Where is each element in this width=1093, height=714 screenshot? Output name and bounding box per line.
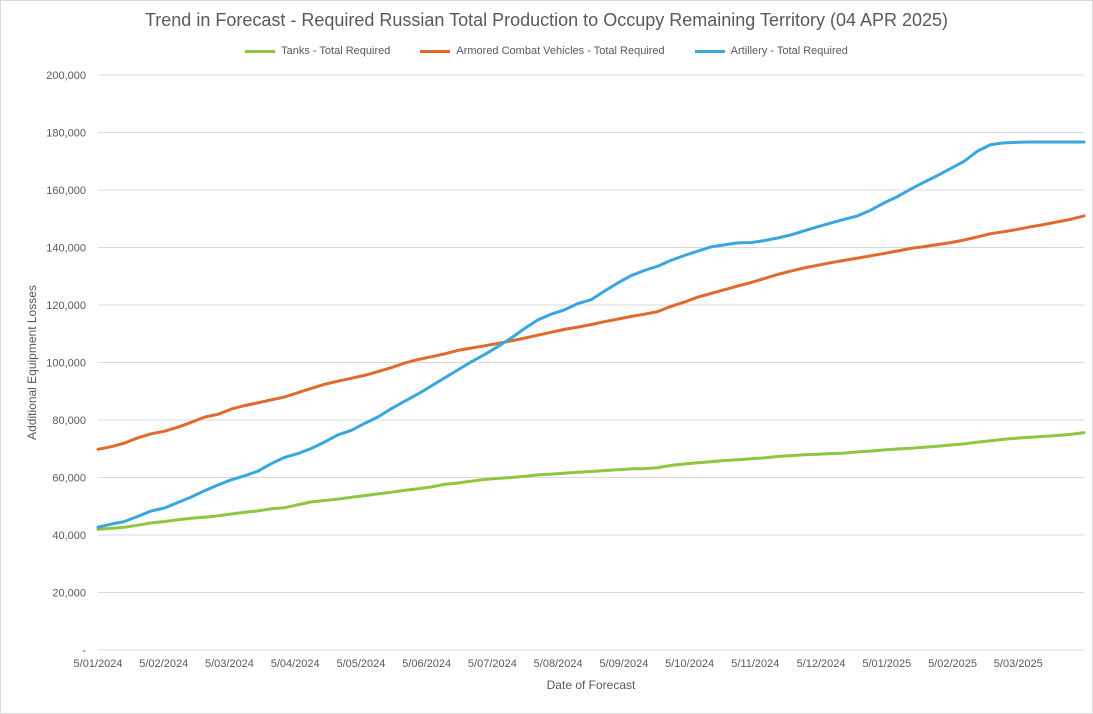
y-tick-label: 200,000 bbox=[46, 70, 86, 82]
y-tick-label: 160,000 bbox=[46, 185, 86, 197]
legend-label-artillery: Artillery - Total Required bbox=[730, 45, 848, 57]
x-tick-label: 5/02/2025 bbox=[928, 658, 977, 670]
series-line-tanks bbox=[96, 431, 1086, 531]
x-tick-label: 5/01/2024 bbox=[74, 658, 123, 670]
legend-swatch-artillery bbox=[694, 49, 725, 53]
x-tick-label: 5/09/2024 bbox=[599, 658, 648, 670]
x-tick-label: 5/04/2024 bbox=[271, 658, 320, 670]
y-tick-label: 20,000 bbox=[52, 588, 86, 600]
legend-swatch-acv bbox=[420, 49, 451, 53]
y-tick-label: 180,000 bbox=[46, 128, 86, 140]
x-tick-label: 5/06/2024 bbox=[402, 658, 451, 670]
y-tick-label: 140,000 bbox=[46, 243, 86, 255]
legend-item-artillery: Artillery - Total Required bbox=[694, 45, 848, 57]
chart-title: Trend in Forecast - Required Russian Tot… bbox=[144, 10, 949, 30]
x-tick-label: 5/03/2024 bbox=[205, 658, 254, 670]
x-tick-label: 5/05/2024 bbox=[336, 658, 385, 670]
y-axis-title: Additional Equipment Losses bbox=[25, 285, 39, 440]
y-tick-label: 60,000 bbox=[52, 473, 86, 485]
y-tick-label: 120,000 bbox=[46, 300, 86, 312]
x-tick-label: 5/10/2024 bbox=[665, 658, 714, 670]
y-tick-label: - bbox=[82, 645, 86, 657]
x-tick-label: 5/03/2025 bbox=[994, 658, 1043, 670]
legend-item-acv: Armored Combat Vehicles - Total Required bbox=[420, 45, 665, 57]
x-tick-label: 5/12/2024 bbox=[797, 658, 846, 670]
x-tick-label: 5/07/2024 bbox=[468, 658, 517, 670]
series-line-acv bbox=[96, 214, 1086, 451]
legend-label-tanks: Tanks - Total Required bbox=[281, 45, 391, 57]
x-tick-label: 5/08/2024 bbox=[534, 658, 583, 670]
legend-item-tanks: Tanks - Total Required bbox=[245, 45, 390, 57]
series-line-artillery bbox=[96, 140, 1086, 529]
x-tick-label: 5/11/2024 bbox=[731, 658, 779, 670]
x-tick-label: 5/01/2025 bbox=[862, 658, 911, 670]
x-tick-label: 5/02/2024 bbox=[139, 658, 188, 670]
legend-swatch-tanks bbox=[245, 49, 276, 53]
y-tick-label: 40,000 bbox=[52, 530, 86, 542]
y-tick-label: 80,000 bbox=[52, 415, 86, 427]
y-tick-label: 100,000 bbox=[46, 358, 86, 370]
x-axis-title: Date of Forecast bbox=[547, 678, 636, 692]
legend-label-acv: Armored Combat Vehicles - Total Required bbox=[456, 45, 665, 57]
legend: Tanks - Total Required Armored Combat Ve… bbox=[0, 45, 1093, 57]
